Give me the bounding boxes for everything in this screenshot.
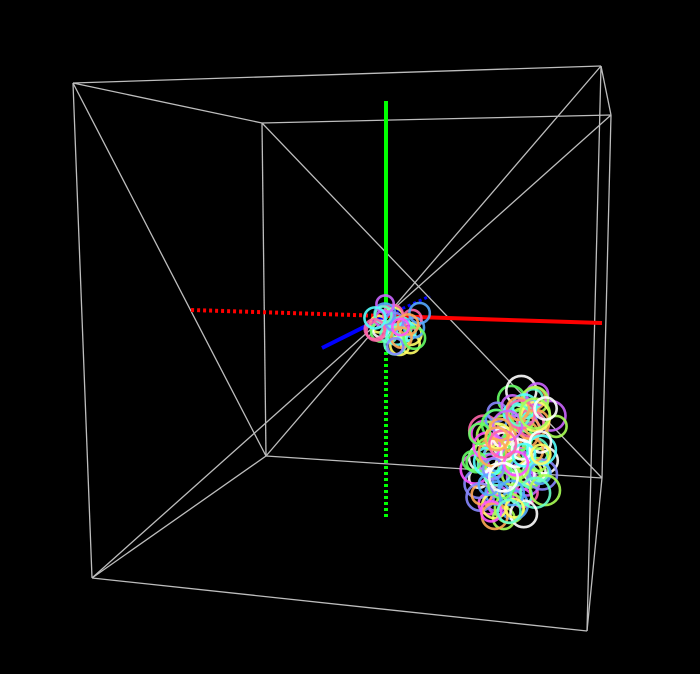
point-ring [496, 498, 522, 524]
point-ring [511, 442, 537, 468]
box-edge [72, 65, 602, 84]
box-edge [261, 122, 267, 457]
x-axis-negative [190, 308, 387, 318]
point-ring [479, 499, 503, 523]
point-ring [533, 396, 559, 421]
box-edge [586, 477, 603, 632]
point-clusters [363, 294, 568, 531]
point-ring [530, 443, 552, 466]
box-edge [601, 114, 612, 479]
box-edge [91, 577, 588, 632]
point-ring [484, 426, 510, 452]
point-ring [363, 306, 387, 330]
lower-right-cluster [459, 374, 568, 531]
point-ring [385, 336, 405, 356]
box-edge [91, 455, 267, 579]
point-ring [363, 318, 386, 341]
box-edge [261, 114, 612, 124]
box-edge [600, 65, 612, 116]
point-ring [518, 397, 551, 430]
box-diagonal [265, 65, 602, 457]
point-ring [468, 422, 492, 446]
point-ring [396, 312, 420, 336]
point-ring [487, 461, 519, 493]
point-ring [528, 430, 553, 454]
box-diagonal [91, 114, 612, 579]
point-ring [481, 457, 505, 481]
center-cluster [363, 294, 432, 357]
point-ring [504, 497, 525, 519]
box-edge [72, 82, 263, 124]
point-ring [402, 326, 427, 351]
point-ring [509, 499, 539, 529]
point-ring [498, 479, 526, 507]
box-edge [586, 65, 602, 632]
point-ring [390, 326, 413, 350]
point-ring [390, 317, 410, 337]
box-edge [72, 82, 93, 579]
box-diagonal [72, 82, 267, 457]
